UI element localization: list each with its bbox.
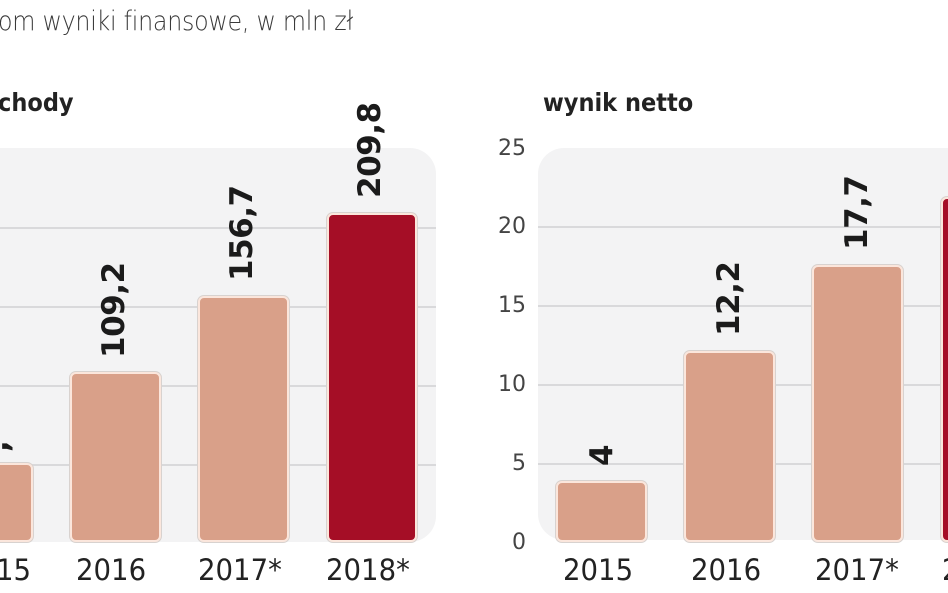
x-label-2017: 2017* [815, 553, 899, 587]
x-label-2015: 15 [0, 553, 32, 587]
net-result-chart-title: wynik netto [543, 88, 694, 117]
gridline [538, 226, 948, 228]
gridline [538, 305, 948, 307]
y-tick-25: 25 [498, 136, 526, 161]
bar-2018 [941, 197, 948, 542]
x-label-2016: 2016 [691, 553, 762, 587]
y-tick-5: 5 [512, 451, 526, 476]
y-tick-20: 20 [498, 214, 526, 239]
bar-2018 [327, 213, 417, 542]
gridline [0, 227, 436, 229]
bar-2017 [198, 296, 289, 542]
x-label-2018: 2 [942, 553, 948, 587]
chart-subtitle: om wyniki finansowe, w mln zł [0, 6, 353, 37]
value-label-2015: 4 [584, 444, 620, 466]
x-label-2017: 2017* [198, 553, 282, 587]
y-tick-10: 10 [498, 372, 526, 397]
value-label-2017: 17,7 [839, 175, 875, 251]
bar-2015 [556, 481, 647, 542]
revenue-chart-title: chody [0, 88, 74, 117]
bar-2015 [0, 463, 33, 542]
value-label-2018: 209,8 [352, 102, 388, 198]
x-label-2015: 2015 [563, 553, 634, 587]
x-label-2018: 2018* [326, 553, 410, 587]
bar-2016 [684, 351, 775, 542]
y-tick-15: 15 [498, 293, 526, 318]
value-label-2015: , [0, 441, 16, 452]
value-label-2016: 109,2 [96, 262, 132, 358]
bar-2016 [70, 372, 161, 542]
y-tick-0: 0 [512, 530, 526, 555]
value-label-2017: 156,7 [224, 185, 260, 281]
bar-2017 [812, 265, 903, 542]
value-label-2016: 12,2 [711, 261, 747, 337]
x-label-2016: 2016 [76, 553, 147, 587]
